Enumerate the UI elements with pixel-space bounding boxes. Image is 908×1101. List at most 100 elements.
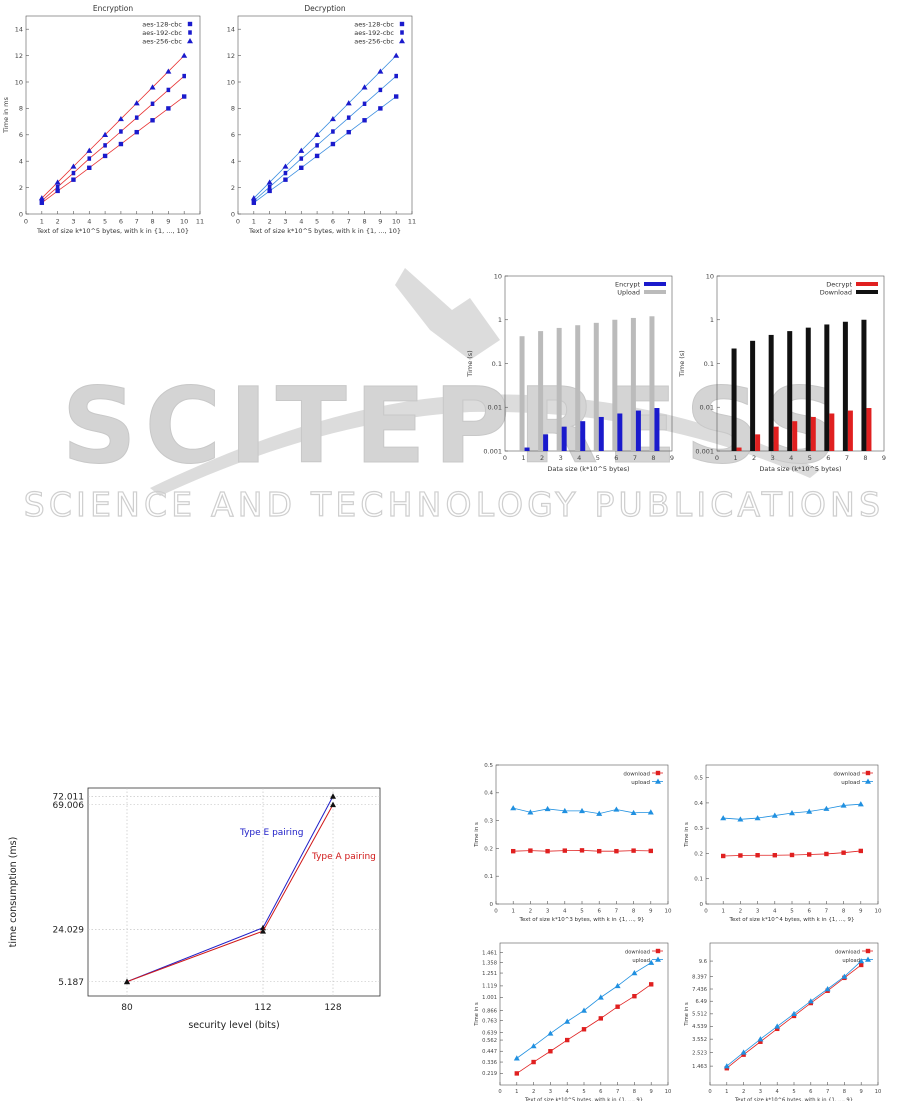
data-point xyxy=(823,805,830,811)
legend-marker xyxy=(188,30,192,35)
data-point xyxy=(182,73,186,79)
y-tick-label: 8.397 xyxy=(692,974,707,980)
y-tick-label: 72.011 xyxy=(53,793,85,803)
data-point xyxy=(581,1007,587,1013)
y-tick-label: 0 xyxy=(19,210,23,218)
x-tick-label: 9 xyxy=(882,454,886,462)
data-point xyxy=(741,1052,746,1057)
chart-size-1e3: 0 1 2 3 4 5 6 7 8 9 10 0 0.1 0.2 0.3 0.4 0.5 Text of size… xyxy=(470,756,680,923)
data-point xyxy=(721,853,726,859)
chart-decryption: 0 1 2 3 4 5 6 7 8 9 10 11 0 2 4 6 8 10 12 14 Decryption Text … xyxy=(212,0,427,250)
data-point xyxy=(806,808,813,814)
legend-marker xyxy=(655,770,661,776)
x-tick-label: 0 xyxy=(715,454,719,462)
data-point xyxy=(510,805,517,811)
chart-size-1e6: 0 1 2 3 4 5 6 7 8 9 10 1.463 2.523 3.552 4.539 5.512 6.4… xyxy=(680,935,890,1101)
data-point xyxy=(331,129,335,134)
legend-label: Decrypt xyxy=(826,281,852,289)
y-tick-label: 8 xyxy=(19,105,23,113)
watermark-logo-text: SCITEPRESS xyxy=(62,365,846,487)
bar xyxy=(593,322,599,451)
x-tick-label: 5 xyxy=(103,218,107,226)
data-point xyxy=(299,156,304,161)
x-axis-label: Text of size k*10^5 bytes, with k in {1,… xyxy=(524,1097,643,1101)
x-tick-label: 8 xyxy=(633,1089,636,1095)
x-axis-label: Text of size k*10^5 bytes, with k in {1,… xyxy=(248,227,401,235)
data-point xyxy=(632,994,637,999)
data-point xyxy=(378,87,383,93)
data-point xyxy=(102,131,109,137)
legend-marker xyxy=(187,21,193,27)
legend-label: aes-256-cbc xyxy=(354,38,394,46)
data-point xyxy=(840,802,847,808)
data-point xyxy=(648,959,655,965)
y-tick-label: 0 xyxy=(231,210,235,218)
x-tick-label: 5 xyxy=(580,909,584,915)
data-point xyxy=(166,106,171,111)
data-point xyxy=(565,1037,570,1043)
bar xyxy=(736,447,742,451)
data-point xyxy=(71,177,76,182)
data-point xyxy=(134,115,139,120)
x-tick-label: 6 xyxy=(807,909,811,915)
series-line xyxy=(41,96,185,204)
x-tick-label: 2 xyxy=(529,909,533,915)
data-point xyxy=(102,153,108,159)
x-tick-label: 1 xyxy=(721,909,725,915)
bar xyxy=(768,334,774,451)
data-point xyxy=(547,1030,554,1036)
legend-marker xyxy=(399,38,405,44)
y-tick-label: 9.6 xyxy=(699,959,707,965)
x-tick-label: 1 xyxy=(511,909,515,915)
data-point xyxy=(86,147,93,153)
data-point xyxy=(71,170,76,176)
x-tick-label: 5 xyxy=(315,218,319,226)
data-point xyxy=(530,1043,537,1049)
x-tick-label: 1 xyxy=(733,454,737,462)
data-point xyxy=(393,52,400,58)
y-tick-label: 5.187 xyxy=(58,978,84,988)
data-point xyxy=(791,1010,797,1017)
data-point xyxy=(527,809,534,815)
y-tick-label: 12 xyxy=(15,52,23,60)
legend-marker xyxy=(400,30,404,35)
data-point xyxy=(38,195,45,201)
chart-pairing: 80 112 128 5.187 24.029 69.006 72.011 security … xyxy=(0,780,430,1100)
data-point xyxy=(150,118,155,123)
y-tick-label: 1.001 xyxy=(482,995,497,1001)
legend-label: upload xyxy=(632,958,650,964)
legend-swatch xyxy=(644,282,666,286)
x-axis-label: Text of size k*10^6 bytes, with k in {1,… xyxy=(734,1097,853,1101)
data-point xyxy=(648,848,653,854)
x-tick-label: 3 xyxy=(756,909,760,915)
x-tick-label: 2 xyxy=(56,218,60,226)
x-tick-label: 9 xyxy=(166,218,170,226)
y-axis-label: Time in s xyxy=(684,1002,690,1027)
x-tick-label: 7 xyxy=(616,1089,619,1095)
y-axis-label: Time in s xyxy=(684,822,690,848)
x-tick-label: 128 xyxy=(324,1003,341,1013)
chart-encrypt-upload: 0.001 0.01 0.1 1 10 0 1 2 3 4 5 6 7 8 9 Data size (k*10… xyxy=(460,266,680,481)
x-tick-label: 8 xyxy=(863,454,867,462)
data-point xyxy=(40,198,44,203)
chart-size-1e5: 0 1 2 3 4 5 6 7 8 9 10 0.219 0.336 0.447 0.562 0.639 0.7… xyxy=(470,935,680,1101)
data-point xyxy=(54,179,61,185)
y-tick-label: 0.3 xyxy=(694,826,703,832)
x-tick-label: 4 xyxy=(87,218,91,226)
data-point xyxy=(737,816,744,822)
y-tick-label: 0.866 xyxy=(482,1008,497,1014)
x-tick-label: 9 xyxy=(378,218,382,226)
data-point xyxy=(252,198,256,203)
series-line xyxy=(41,55,185,199)
x-tick-label: 8 xyxy=(632,909,636,915)
bar xyxy=(805,327,811,451)
chart-decrypt-download: 0.001 0.01 0.1 1 10 0 1 2 3 4 5 6 7 8 9 Data size (k*10… xyxy=(672,266,892,481)
y-tick-label: 6 xyxy=(19,131,23,139)
data-point xyxy=(859,962,864,968)
data-point xyxy=(330,793,336,799)
y-tick-label: 0.639 xyxy=(482,1030,497,1036)
x-tick-label: 6 xyxy=(599,1089,602,1095)
legend-marker xyxy=(187,38,193,44)
x-axis-label: Text of size k*10^3 bytes, with k in {1,… xyxy=(518,917,644,923)
y-tick-label: 14 xyxy=(227,25,235,33)
